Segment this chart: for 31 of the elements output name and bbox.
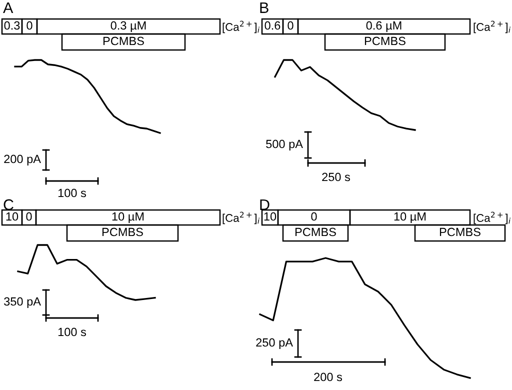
text: 0 [26, 21, 32, 30]
annotation: 350 pA [4, 297, 41, 308]
text: 0 [288, 21, 294, 30]
text: 500 pA [266, 140, 303, 151]
text: 0.3 [4, 21, 20, 30]
text: 200 pA [4, 154, 41, 166]
text: PCMBS [102, 228, 143, 236]
text: PCMBS [440, 228, 480, 236]
text: 10 µM [112, 212, 144, 224]
text: 0.6 µM [366, 21, 402, 32]
text: [Ca$^{2+}$]$_{i}$ [474, 212, 511, 224]
text: [Ca$^{2+}$]$_{i}$ [222, 20, 260, 34]
chart-title: A [3, 2, 14, 13]
text: 100 s [58, 328, 86, 336]
annotation: 250 pA [256, 338, 293, 350]
text: 0 [311, 212, 317, 221]
text: 250 s [322, 172, 350, 182]
text: 0.6 [264, 21, 280, 30]
text: 10 µM [394, 212, 426, 224]
text: PCMBS [295, 228, 336, 236]
text: 100 s [58, 188, 86, 198]
text: PCMBS [103, 36, 144, 46]
text: 0.3 µM [110, 21, 146, 32]
text: PCMBS [364, 36, 406, 46]
text: 10 [264, 212, 276, 221]
annotation: 200 s [314, 372, 342, 382]
text: 10 [6, 212, 18, 221]
chart-title: B [260, 2, 268, 13]
text: [Ca$^{2+}$]$_{i}$ [222, 212, 260, 224]
text: 0 [26, 212, 32, 221]
text: [Ca$^{2+}$]$_{i}$ [474, 20, 511, 34]
